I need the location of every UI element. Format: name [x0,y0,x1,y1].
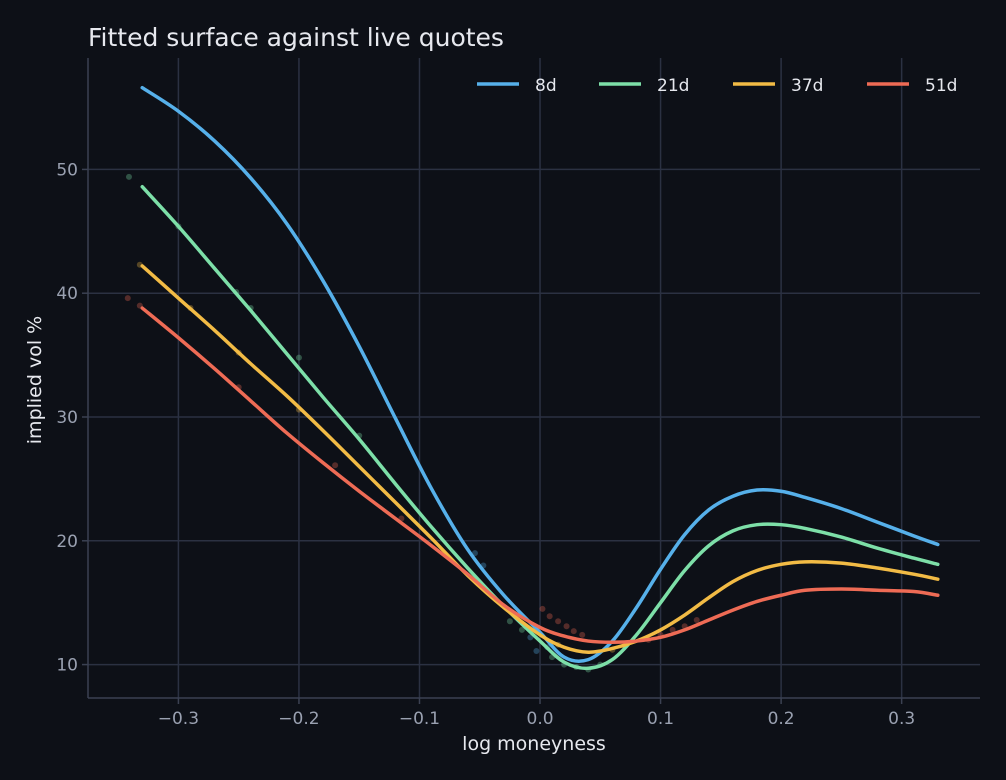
series-line-37d [140,264,940,654]
series-line-21d [140,184,940,671]
x-tick-label: −0.2 [278,709,319,729]
x-tick-label: 0.0 [527,709,554,729]
legend-label-21d: 21d [657,76,689,96]
legend-label-8d: 8d [535,76,557,96]
quote-point [555,618,562,625]
fitted-curves [140,85,940,671]
quote-point [295,354,302,361]
quote-point [570,628,577,635]
x-tick-labels: −0.3 −0.2 −0.1 0.0 0.1 0.2 0.3 [158,709,915,729]
axes [87,58,980,699]
y-axis-label: implied vol % [24,316,46,444]
quote-point [563,623,570,630]
chart-title: Fitted surface against live quotes [88,23,504,52]
y-tick-label: 30 [56,408,78,428]
legend-label-51d: 51d [925,76,957,96]
quote-point [579,631,586,638]
y-tick-label: 10 [56,656,78,676]
quote-point [124,295,131,302]
quote-point [506,618,513,625]
y-tick-label: 50 [56,160,78,180]
quote-point [332,462,339,469]
x-tick-label: −0.3 [158,709,199,729]
quote-point [125,173,132,180]
quote-point [533,647,540,654]
x-tick-label: 0.2 [768,709,795,729]
series-line-51d [140,306,940,645]
x-axis-label: log moneyness [462,733,606,755]
x-tick-label: 0.1 [647,709,674,729]
legend: 8d 21d 37d 51d [477,76,957,96]
x-tick-label: 0.3 [888,709,915,729]
y-tick-labels: 10 20 30 40 50 [56,160,78,675]
quote-point [518,626,525,633]
series-line-8d [140,85,940,663]
x-tick-label: −0.1 [399,709,440,729]
y-tick-label: 20 [56,532,78,552]
y-tick-label: 40 [56,284,78,304]
quote-point [539,605,546,612]
legend-label-37d: 37d [791,76,823,96]
quote-point [669,626,676,633]
quote-point [546,613,553,620]
quote-point [693,617,700,624]
